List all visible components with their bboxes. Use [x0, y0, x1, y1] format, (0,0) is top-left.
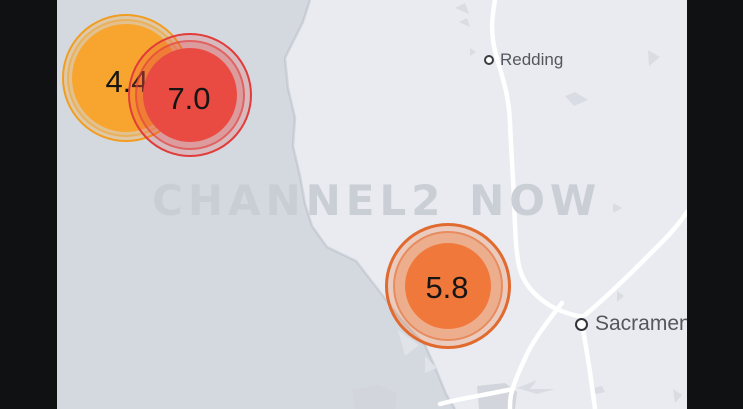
land	[285, 0, 687, 409]
right-letterbox-bar	[687, 0, 743, 409]
magnitude-label: 7.0	[167, 81, 211, 116]
map-base-layers	[57, 0, 687, 409]
city-label-redding: Redding	[500, 50, 564, 69]
left-letterbox-bar	[0, 0, 57, 409]
road-redding-sacramento	[489, 0, 581, 319]
city-dot-icon	[484, 55, 494, 65]
city-label-sacramento: Sacramento	[595, 312, 687, 335]
coastal-decorations	[398, 330, 437, 373]
quake-circle-5-8: 5.8	[385, 223, 511, 349]
city-redding: Redding	[484, 50, 563, 70]
coastline	[283, 0, 457, 409]
city-dot-icon	[575, 317, 588, 331]
magnitude-label: 5.8	[425, 270, 469, 305]
road-northeast	[582, 209, 687, 318]
road-southwest	[507, 300, 565, 409]
quake-core: 5.8	[405, 243, 491, 329]
road-west-bottom	[437, 386, 516, 407]
quake-circle-7-0: 7.0	[128, 33, 252, 157]
terrain-decorations	[455, 3, 682, 403]
map-canvas: CHANNEL2 NOW Redding Sacramento 4.4 7.0	[57, 0, 687, 409]
watermark-text: CHANNEL2 NOW	[152, 176, 602, 225]
city-sacramento: Sacramento	[575, 312, 687, 336]
quake-core: 7.0	[143, 48, 237, 142]
